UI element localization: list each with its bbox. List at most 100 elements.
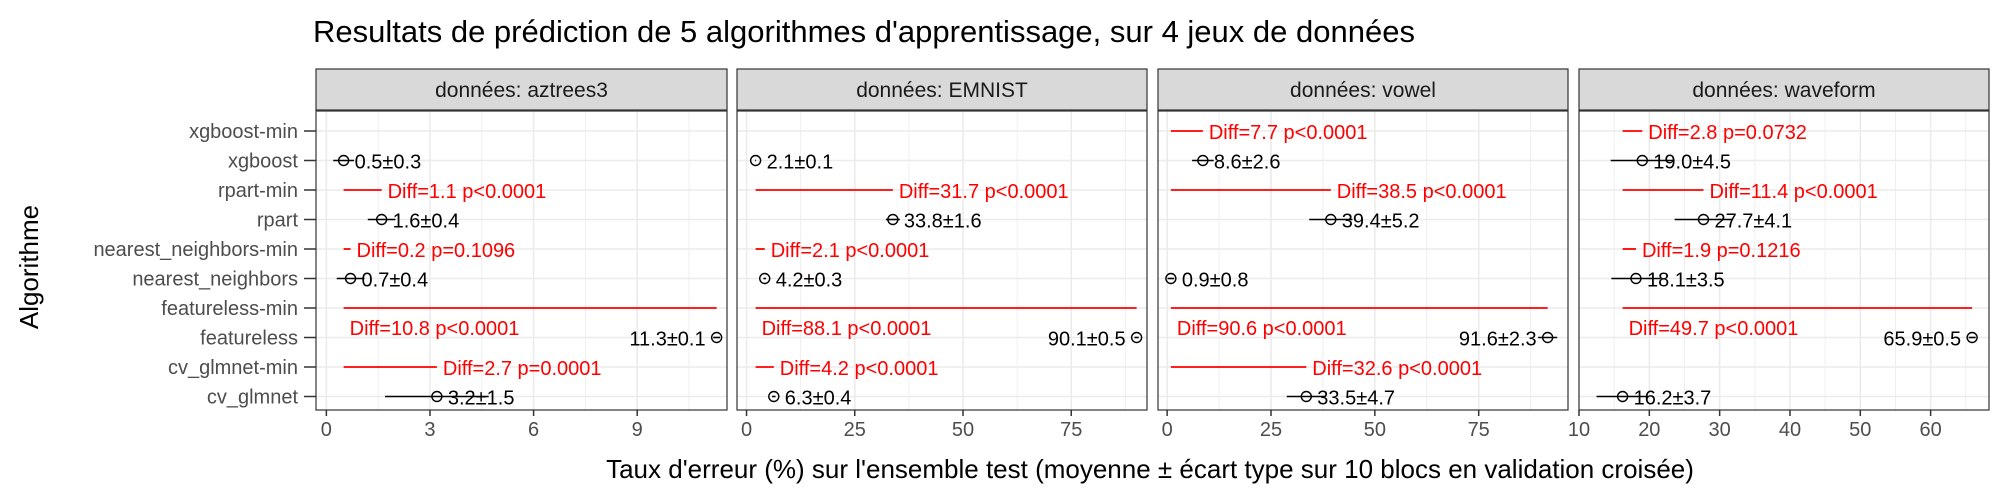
facet-panel: données: EMNIST Diff=31.7 p<0.0001 Diff=2.… xyxy=(736,68,1148,441)
diff-label: Diff=2.8 p=0.0732 xyxy=(1648,122,1807,144)
diff-label: Diff=1.9 p=0.1216 xyxy=(1642,240,1801,262)
x-tick-label: 9 xyxy=(632,419,643,441)
y-tick-labels: xgboost-min xgboost rpart-min rpart nearest_… xyxy=(93,121,316,409)
facet-strip xyxy=(1157,68,1569,111)
point-label: 18.1±3.5 xyxy=(1647,270,1725,292)
x-tick-label: 20 xyxy=(1638,419,1660,441)
mean-point xyxy=(1966,331,1978,344)
point-label: 3.2±1.5 xyxy=(448,388,515,410)
mean-point xyxy=(1130,331,1143,344)
point-label: 1.6±0.4 xyxy=(393,211,460,233)
diff-label: Diff=11.4 p<0.0001 xyxy=(1709,181,1877,203)
mean-point xyxy=(1616,390,1629,403)
y-tick-label: featureless-min xyxy=(161,298,298,320)
point-label: 27.7±4.1 xyxy=(1714,211,1792,233)
mean-point xyxy=(759,272,771,285)
x-tick-label: 3 xyxy=(424,419,435,441)
diff-label: Diff=31.7 p<0.0001 xyxy=(899,181,1069,203)
y-tick-label: rpart-min xyxy=(218,180,298,202)
mean-point xyxy=(1697,213,1710,226)
diff-label: Diff=1.1 p<0.0001 xyxy=(388,181,547,203)
mean-point xyxy=(431,390,443,403)
mean-point xyxy=(1325,213,1337,226)
x-tick-label: 0 xyxy=(741,419,752,441)
chart-title: Resultats de prédiction de 5 algorithmes… xyxy=(313,14,1415,49)
x-tick-label: 50 xyxy=(1364,419,1386,441)
y-axis-label: Algorithme xyxy=(14,205,44,329)
x-tick-label: 0 xyxy=(1162,419,1173,441)
point-label: 33.8±1.6 xyxy=(904,211,982,233)
point-label: 65.9±0.5 xyxy=(1883,329,1961,351)
y-tick-label: cv_glmnet xyxy=(207,387,299,409)
point-label: 8.6±2.6 xyxy=(1214,152,1281,174)
diff-label: Diff=10.8 p<0.0001 xyxy=(350,318,520,340)
point-label: 11.3±0.1 xyxy=(629,329,705,351)
x-tick-label: 75 xyxy=(1468,419,1490,441)
diff-label: Diff=0.2 p=0.1096 xyxy=(357,240,516,262)
facet-strip-label: données: vowel xyxy=(1290,79,1436,102)
diff-label: Diff=7.7 p<0.0001 xyxy=(1209,122,1368,144)
facet-strip-label: données: aztrees3 xyxy=(435,79,608,102)
mean-point xyxy=(1300,390,1312,403)
facet-panels: données: aztrees3 Diff=1.1 p<0.0001 Diff=0… xyxy=(315,68,1990,441)
x-tick-label: 25 xyxy=(1260,419,1282,441)
mean-point xyxy=(1636,154,1648,167)
mean-point xyxy=(1630,272,1642,285)
point-label: 6.3±0.4 xyxy=(785,388,852,410)
mean-point xyxy=(344,272,357,285)
diff-label: Diff=2.1 p<0.0001 xyxy=(771,240,930,262)
diff-label: Diff=49.7 p<0.0001 xyxy=(1629,318,1799,340)
diff-label: Diff=38.5 p<0.0001 xyxy=(1337,181,1507,203)
point-label: 2.1±0.1 xyxy=(767,152,834,174)
y-tick-label: cv_glmnet-min xyxy=(168,357,298,379)
panel-border xyxy=(1157,110,1569,411)
x-tick-label: 10 xyxy=(1568,419,1590,441)
point-label: 0.7±0.4 xyxy=(362,270,429,292)
facet-strip-label: données: waveform xyxy=(1692,79,1875,102)
point-label: 39.4±5.2 xyxy=(1342,211,1420,233)
panel-border xyxy=(1578,110,1990,411)
point-label: 16.2±3.7 xyxy=(1634,388,1712,410)
point-label: 19.0±4.5 xyxy=(1653,152,1731,174)
x-tick-label: 50 xyxy=(1849,419,1871,441)
mean-point xyxy=(1165,272,1177,285)
mean-point xyxy=(337,154,350,167)
x-tick-label: 75 xyxy=(1060,419,1082,441)
point-label: 91.6±2.3 xyxy=(1459,329,1537,351)
facet-panel: données: vowel Diff=7.7 p<0.0001 Diff=38.5… xyxy=(1157,68,1569,441)
x-tick-label: 0 xyxy=(321,419,332,441)
mean-point xyxy=(375,213,388,226)
panel-border xyxy=(736,110,1148,411)
facet-panel: données: aztrees3 Diff=1.1 p<0.0001 Diff=0… xyxy=(315,68,728,441)
facet-strip xyxy=(736,68,1148,111)
x-tick-label: 6 xyxy=(528,419,539,441)
point-label: 90.1±0.5 xyxy=(1048,329,1126,351)
diff-label: Diff=90.6 p<0.0001 xyxy=(1177,318,1347,340)
diff-label: Diff=32.6 p<0.0001 xyxy=(1312,358,1482,380)
point-label: 0.9±0.8 xyxy=(1182,270,1249,292)
mean-point xyxy=(749,154,762,167)
y-tick-label: nearest_neighbors xyxy=(132,269,298,291)
x-tick-label: 25 xyxy=(844,419,866,441)
diff-label: Diff=4.2 p<0.0001 xyxy=(780,358,939,380)
facet-panel: données: waveform Diff=2.8 p=0.0732 Diff=1… xyxy=(1568,68,1990,441)
mean-point xyxy=(710,331,723,344)
diff-label: Diff=88.1 p<0.0001 xyxy=(762,318,932,340)
facet-strip-label: données: EMNIST xyxy=(856,79,1028,102)
y-tick-label: rpart xyxy=(257,210,299,232)
x-tick-label: 50 xyxy=(952,419,974,441)
mean-point xyxy=(1197,154,1209,167)
point-label: 4.2±0.3 xyxy=(776,270,843,292)
point-label: 33.5±4.7 xyxy=(1317,388,1395,410)
x-tick-label: 40 xyxy=(1779,419,1801,441)
y-tick-label: featureless xyxy=(200,328,298,350)
mean-point xyxy=(768,390,780,403)
facet-strip xyxy=(315,68,728,111)
diff-label: Diff=2.7 p=0.0001 xyxy=(443,358,602,380)
mean-point xyxy=(887,213,899,226)
y-tick-label: nearest_neighbors-min xyxy=(93,239,298,261)
panel-border xyxy=(315,110,728,411)
x-tick-label: 30 xyxy=(1709,419,1731,441)
y-tick-label: xgboost-min xyxy=(189,121,298,143)
